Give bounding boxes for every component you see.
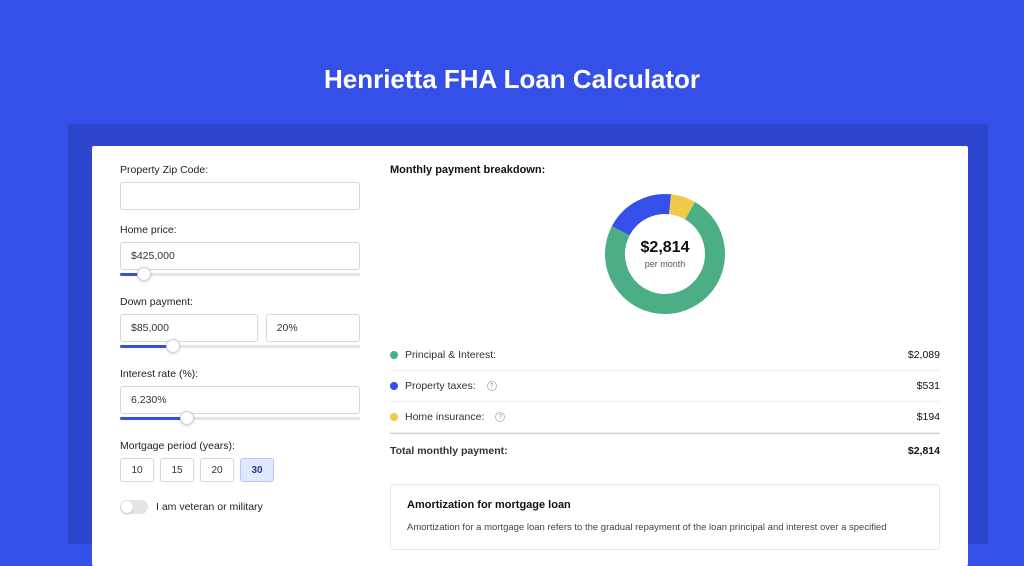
- legend-dot: [390, 351, 398, 359]
- donut-center: $2,814 per month: [601, 190, 729, 318]
- zip-input[interactable]: [120, 182, 360, 210]
- period-btn-15[interactable]: 15: [160, 458, 194, 482]
- field-interest-rate: Interest rate (%):: [120, 368, 360, 426]
- field-zip: Property Zip Code:: [120, 164, 360, 210]
- legend-label: Home insurance:: [405, 411, 484, 423]
- field-mortgage-period: Mortgage period (years): 10152030: [120, 440, 360, 482]
- legend-dot: [390, 413, 398, 421]
- legend-dot: [390, 382, 398, 390]
- info-icon[interactable]: ?: [495, 412, 505, 422]
- home-price-slider[interactable]: [120, 268, 360, 282]
- total-label: Total monthly payment:: [390, 445, 508, 457]
- slider-fill: [120, 417, 187, 420]
- amortization-title: Amortization for mortgage loan: [407, 499, 923, 511]
- interest-rate-slider[interactable]: [120, 412, 360, 426]
- info-icon[interactable]: ?: [487, 381, 497, 391]
- donut-wrap: $2,814 per month: [390, 190, 940, 318]
- slider-thumb[interactable]: [180, 411, 194, 425]
- legend-row: Principal & Interest: $2,089: [390, 340, 940, 371]
- veteran-label: I am veteran or military: [156, 501, 263, 513]
- down-payment-slider[interactable]: [120, 340, 360, 354]
- interest-rate-input[interactable]: [120, 386, 360, 414]
- home-price-input[interactable]: [120, 242, 360, 270]
- period-btn-10[interactable]: 10: [120, 458, 154, 482]
- legend-value: $194: [917, 411, 940, 423]
- period-buttons: 10152030: [120, 458, 360, 482]
- amortization-text: Amortization for a mortgage loan refers …: [407, 521, 923, 535]
- period-btn-30[interactable]: 30: [240, 458, 274, 482]
- legend-row: Property taxes:? $531: [390, 371, 940, 402]
- slider-thumb[interactable]: [137, 267, 151, 281]
- period-btn-20[interactable]: 20: [200, 458, 234, 482]
- slider-track: [120, 273, 360, 276]
- interest-rate-label: Interest rate (%):: [120, 368, 360, 380]
- form-column: Property Zip Code: Home price: Down paym…: [120, 164, 360, 548]
- home-price-label: Home price:: [120, 224, 360, 236]
- legend-value: $2,089: [908, 349, 940, 361]
- legend-total-row: Total monthly payment: $2,814: [390, 433, 940, 466]
- down-payment-pct-input[interactable]: [266, 314, 360, 342]
- down-payment-input[interactable]: [120, 314, 258, 342]
- amortization-card: Amortization for mortgage loan Amortizat…: [390, 484, 940, 550]
- payment-donut-chart: $2,814 per month: [601, 190, 729, 318]
- field-home-price: Home price:: [120, 224, 360, 282]
- donut-sub: per month: [645, 259, 686, 269]
- down-payment-label: Down payment:: [120, 296, 360, 308]
- breakdown-column: Monthly payment breakdown: $2,814 per mo…: [390, 164, 940, 548]
- slider-thumb[interactable]: [166, 339, 180, 353]
- legend: Principal & Interest: $2,089 Property taxe…: [390, 340, 940, 433]
- donut-amount: $2,814: [641, 239, 690, 257]
- legend-value: $531: [917, 380, 940, 392]
- mortgage-period-label: Mortgage period (years):: [120, 440, 360, 452]
- legend-label: Property taxes:: [405, 380, 476, 392]
- zip-label: Property Zip Code:: [120, 164, 360, 176]
- legend-row: Home insurance:? $194: [390, 402, 940, 433]
- field-down-payment: Down payment:: [120, 296, 360, 354]
- toggle-knob: [121, 501, 133, 513]
- page-title: Henrietta FHA Loan Calculator: [0, 0, 1024, 121]
- total-value: $2,814: [908, 445, 940, 457]
- breakdown-title: Monthly payment breakdown:: [390, 164, 940, 176]
- legend-label: Principal & Interest:: [405, 349, 496, 361]
- calculator-card: Property Zip Code: Home price: Down paym…: [92, 146, 968, 566]
